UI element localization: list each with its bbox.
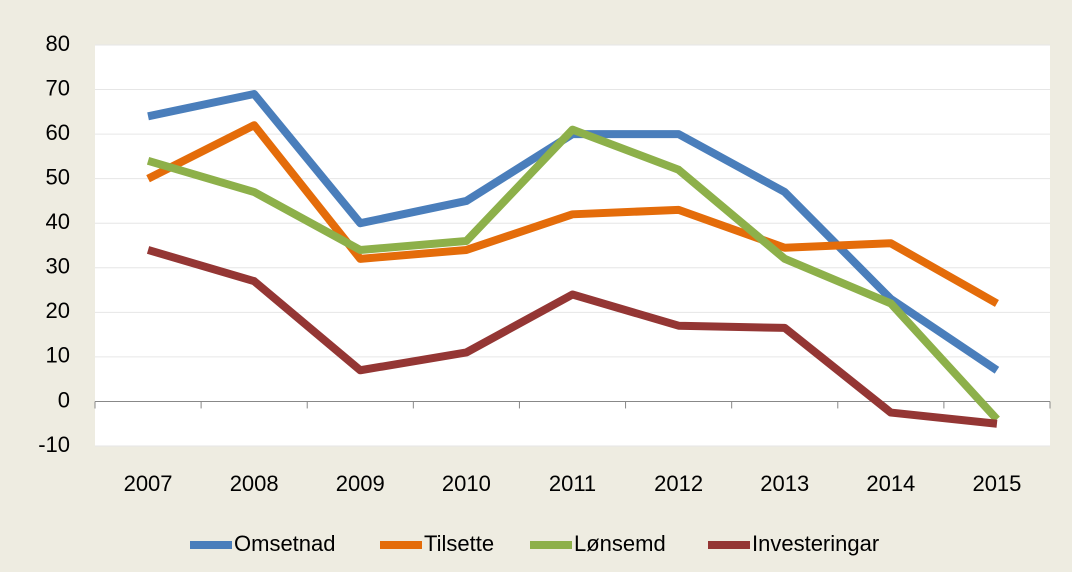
y-tick-label: 20 — [46, 298, 70, 323]
legend-label: Investeringar — [752, 531, 879, 556]
x-tick-label: 2011 — [549, 471, 596, 496]
y-tick-label: 0 — [58, 387, 70, 412]
plot-area — [95, 45, 1050, 446]
y-tick-label: 10 — [46, 343, 70, 368]
y-tick-label: 80 — [46, 31, 70, 56]
x-tick-label: 2014 — [866, 471, 915, 496]
y-tick-label: 50 — [46, 164, 70, 189]
series-line — [146, 246, 998, 428]
x-tick-label: 2009 — [336, 471, 385, 496]
series-line — [146, 121, 999, 307]
x-tick-label: 2013 — [760, 471, 809, 496]
x-tick-label: 2010 — [442, 471, 491, 496]
x-tick-label: 2007 — [124, 471, 173, 496]
y-tick-label: 30 — [46, 254, 70, 279]
y-tick-label: 70 — [46, 75, 70, 100]
y-tick-label: 60 — [46, 120, 70, 145]
series-line — [146, 125, 1000, 422]
x-tick-label: 2015 — [972, 471, 1021, 496]
legend-label: Omsetnad — [234, 531, 336, 556]
x-tick-label: 2008 — [230, 471, 279, 496]
legend-label: Tilsette — [424, 531, 494, 556]
legend-label: Lønsemd — [574, 531, 666, 556]
y-tick-label: -10 — [38, 432, 70, 457]
y-tick-label: 40 — [46, 209, 70, 234]
x-tick-label: 2012 — [654, 471, 703, 496]
